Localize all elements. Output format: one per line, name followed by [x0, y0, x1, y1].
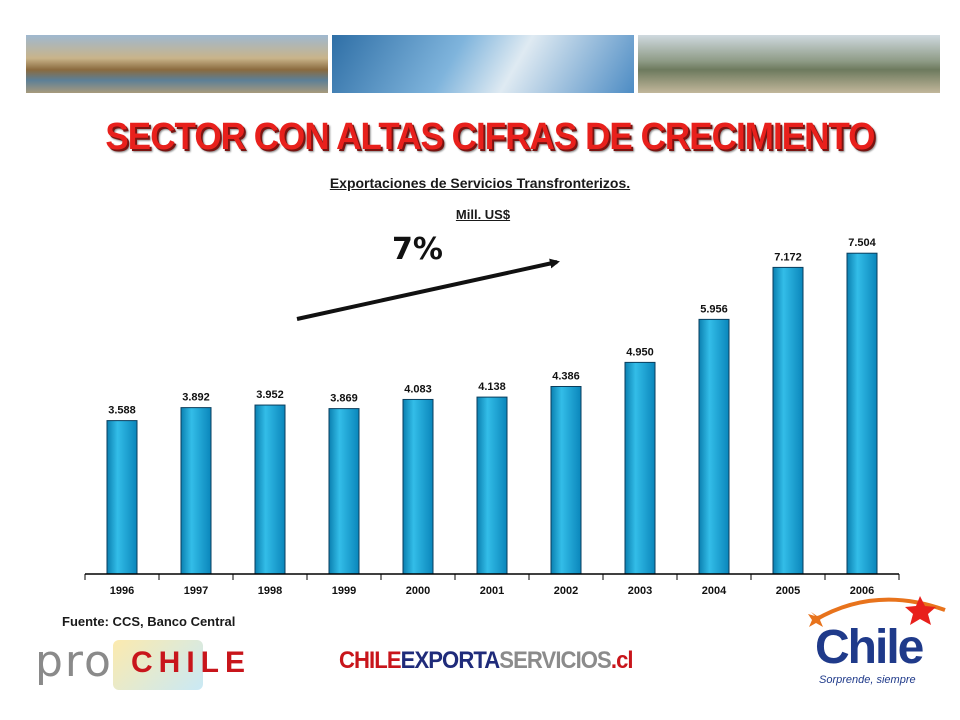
bar-2000 — [402, 398, 434, 575]
chart-unit: Mill. US$ — [455, 207, 511, 222]
data-label-1996: 3.588 — [108, 405, 136, 417]
x-tick-label-2003: 2003 — [628, 585, 652, 597]
x-tick-label-2004: 2004 — [702, 585, 727, 597]
bar-2002 — [550, 385, 582, 575]
prochile-emblem-icon — [113, 640, 203, 690]
bar-1997 — [180, 407, 212, 575]
bar-2001 — [476, 396, 508, 575]
prochile-logo: pro CHILE — [35, 636, 245, 690]
bar-2004 — [698, 318, 730, 575]
slide-title: SECTOR CON ALTAS CIFRAS DE CRECIMIENTO — [105, 116, 875, 158]
ces-logo-exporta: EXPORTA — [400, 647, 501, 674]
growth-rate-label: 7% — [392, 232, 443, 267]
banner-photo-highway — [638, 35, 940, 93]
chile-brand-wordmark: Chile — [815, 621, 924, 674]
prochile-logo-chile: CHILE — [131, 646, 251, 679]
ces-logo-servicios: SERVICIOS — [499, 647, 611, 674]
x-tick-label-2005: 2005 — [776, 585, 800, 597]
x-tick-label-2006: 2006 — [850, 585, 874, 597]
data-label-1997: 3.892 — [182, 392, 210, 404]
data-label-2003: 4.950 — [626, 346, 654, 358]
x-tick-label-1997: 1997 — [184, 585, 208, 597]
growth-trend-arrow — [296, 258, 560, 321]
prochile-logo-pro: pro — [35, 636, 113, 687]
chile-brand-tagline: Sorprende, siempre — [819, 674, 916, 686]
bar-1998 — [254, 404, 286, 575]
star-swoosh-icon — [808, 596, 946, 627]
bar-1999 — [328, 408, 360, 575]
ces-logo-chile: CHILE — [339, 647, 402, 674]
bar-1996 — [106, 420, 138, 575]
data-label-2004: 5.956 — [700, 303, 728, 315]
data-label-2005: 7.172 — [774, 251, 802, 263]
data-label-1999: 3.869 — [330, 393, 358, 405]
x-tick-label-2002: 2002 — [554, 585, 578, 597]
data-label-2006: 7.504 — [848, 237, 876, 249]
x-tick-label-1999: 1999 — [332, 585, 356, 597]
chart-subtitle: Exportaciones de Servicios Transfronteri… — [329, 175, 631, 191]
ces-logo-cl: .cl — [610, 647, 634, 674]
x-tick-label-2001: 2001 — [480, 585, 504, 597]
source-note: Fuente: CCS, Banco Central — [62, 614, 236, 629]
data-label-1998: 3.952 — [256, 389, 284, 401]
data-label-2000: 4.083 — [404, 383, 432, 395]
chileexportaservicios-logo: CHILEEXPORTASERVICIOS.cl — [339, 647, 634, 675]
bar-2003 — [624, 361, 656, 575]
banner-photo-landscape — [26, 35, 328, 93]
banner-photo-technology — [332, 35, 634, 93]
data-label-2002: 4.386 — [552, 370, 580, 382]
header-photo-banner — [26, 35, 940, 93]
x-tick-label-1998: 1998 — [258, 585, 282, 597]
data-label-2001: 4.138 — [478, 381, 506, 393]
x-tick-label-1996: 1996 — [110, 585, 134, 597]
x-tick-label-2000: 2000 — [406, 585, 430, 597]
bar-2006 — [846, 252, 878, 575]
bar-2005 — [772, 266, 804, 575]
chile-brand-logo: Chile Sorprende, siempre — [805, 590, 955, 690]
